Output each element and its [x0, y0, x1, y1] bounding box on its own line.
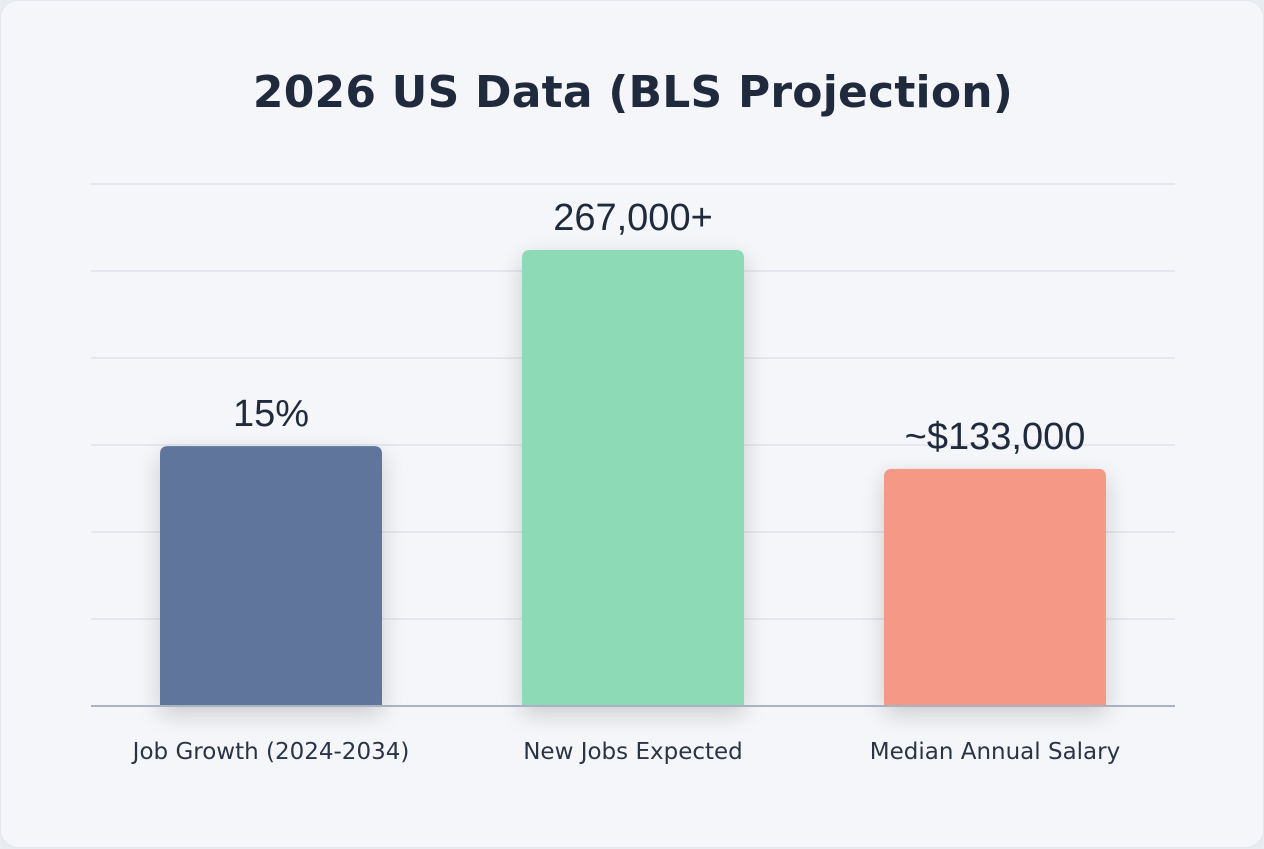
bars	[160, 250, 1106, 706]
bar-new-jobs-expected	[522, 250, 744, 706]
category-label-job-growth-2024-2034: Job Growth (2024-2034)	[131, 739, 410, 765]
labels: 15% Job Growth (2024-2034) 267,000+ New Job…	[131, 197, 1121, 765]
category-label-new-jobs-expected: New Jobs Expected	[523, 739, 743, 765]
value-label-median-annual-salary: ~$133,000	[905, 416, 1086, 458]
value-label-job-growth-2024-2034: 15%	[233, 393, 309, 435]
value-label-new-jobs-expected: 267,000+	[553, 197, 713, 239]
bar-median-annual-salary	[884, 468, 1106, 706]
category-label-median-annual-salary: Median Annual Salary	[870, 739, 1120, 765]
chart-title: 2026 US Data (BLS Projection)	[252, 67, 1014, 118]
bar-job-growth-2024-2034	[160, 446, 382, 706]
